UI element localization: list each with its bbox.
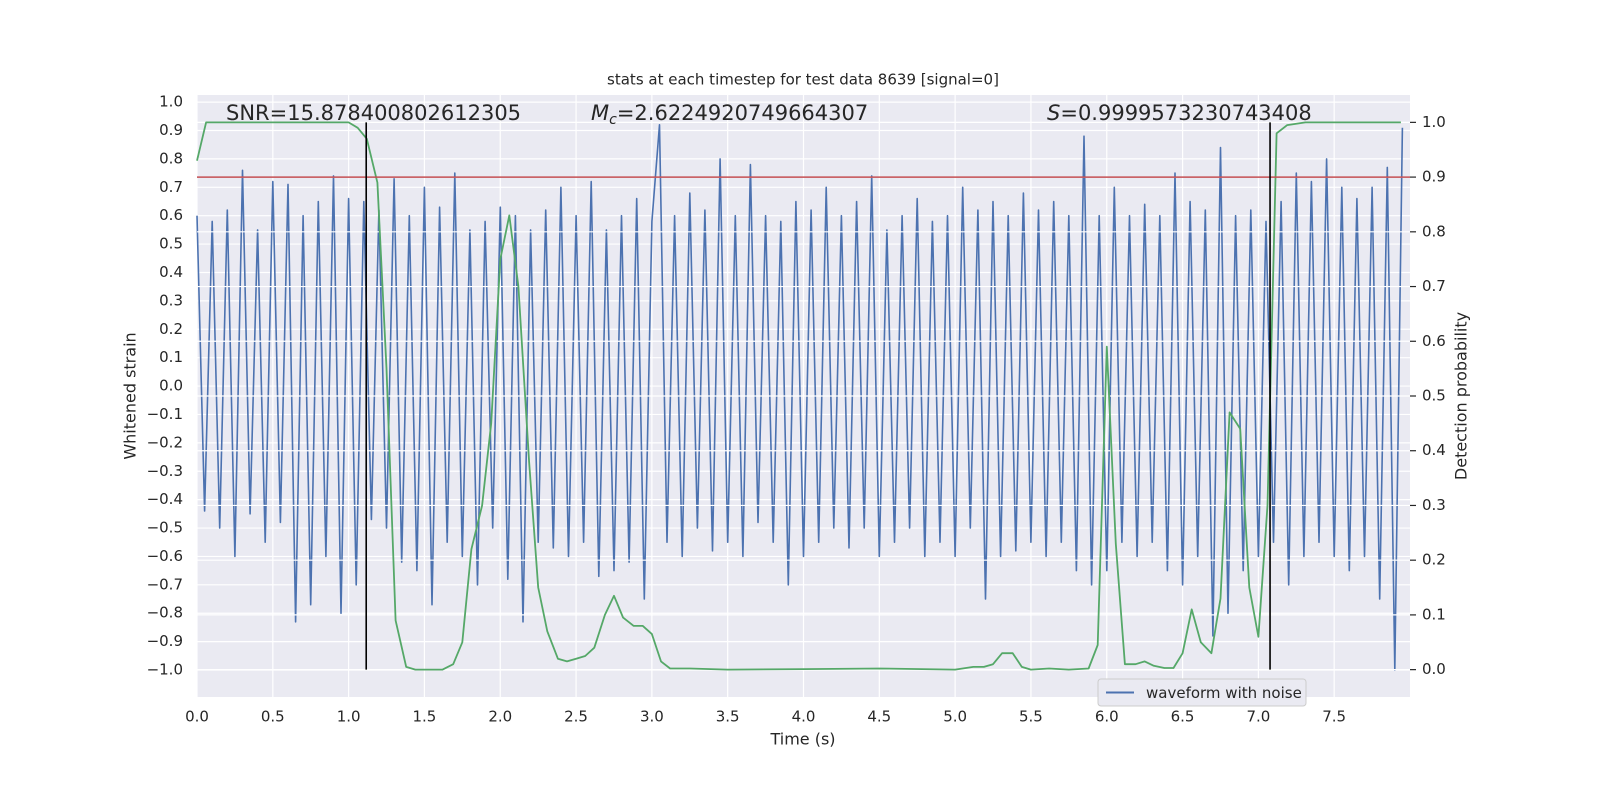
y2-tick-label: 0.9	[1422, 168, 1446, 186]
x-tick-label: 3.5	[716, 708, 740, 726]
y-tick-label: −0.8	[147, 604, 183, 622]
y-tick-label: −0.5	[147, 519, 183, 537]
x-tick-label: 7.0	[1246, 708, 1270, 726]
annotation: S=0.9999573230743408	[1047, 101, 1312, 125]
y2-tick-label: 0.8	[1422, 222, 1446, 240]
y-tick-label: 0.3	[159, 291, 183, 309]
annotation-part: c	[609, 112, 617, 128]
y-tick-label: 0.1	[159, 348, 183, 366]
y-tick-label: −0.2	[147, 433, 183, 451]
annotation: Mc=2.6224920749664307	[591, 101, 868, 128]
y2-axis-label: Detection probability	[1452, 312, 1471, 480]
y2-tick-label: 1.0	[1422, 113, 1446, 131]
ticks: 0.0 0.5 1.0 1.5 2.0 2.5 3.0 3.5 4.0 4.5 5.0 5.5 6.0 6…	[147, 93, 1446, 726]
x-tick-label: 2.5	[564, 708, 588, 726]
y-tick-label: −0.4	[147, 490, 183, 508]
y2-tick-label: 0.4	[1422, 441, 1446, 459]
annotation-part: =2.6224920749664307	[617, 101, 868, 125]
y-tick-label: 0.6	[159, 206, 183, 224]
annotation-part: SNR=15.878400802612305	[226, 101, 521, 125]
y2-tick-label: 0.7	[1422, 277, 1446, 295]
series-line	[196, 124, 1404, 671]
y2-tick-label: 0.1	[1422, 605, 1446, 623]
annotation-part: M	[591, 101, 609, 125]
y-tick-label: 1.0	[159, 93, 183, 111]
x-tick-label: 4.5	[867, 708, 891, 726]
x-tick-label: 3.0	[640, 708, 664, 726]
x-tick-label: 5.0	[943, 708, 967, 726]
y2-tick-label: 0.5	[1422, 387, 1446, 405]
annotation: SNR=15.878400802612305	[226, 101, 521, 125]
y-tick-label: −0.1	[147, 405, 183, 423]
x-tick-label: 1.5	[413, 708, 437, 726]
x-tick-label: 6.0	[1095, 708, 1119, 726]
y-axis-label: Whitened strain	[121, 332, 140, 459]
x-tick-label: 1.0	[337, 708, 361, 726]
y-tick-label: −0.9	[147, 632, 183, 650]
y-tick-label: −1.0	[147, 661, 183, 679]
y2-tick-label: 0.0	[1422, 660, 1446, 678]
y-tick-label: 0.7	[159, 178, 183, 196]
x-tick-label: 7.5	[1322, 708, 1346, 726]
x-tick-label: 0.0	[185, 708, 209, 726]
y-tick-label: −0.3	[147, 462, 183, 480]
x-tick-label: 2.0	[488, 708, 512, 726]
y-tick-label: 0.8	[159, 149, 183, 167]
x-tick-label: 0.5	[261, 708, 285, 726]
y-tick-label: −0.7	[147, 575, 183, 593]
y-tick-label: 0.5	[159, 235, 183, 253]
legend-label: waveform with noise	[1146, 684, 1302, 702]
series-line	[196, 121, 1401, 671]
y2-tick-label: 0.2	[1422, 551, 1446, 569]
x-tick-label: 4.0	[792, 708, 816, 726]
annotation-part: =0.9999573230743408	[1060, 101, 1311, 125]
y-tick-label: 0.0	[159, 377, 183, 395]
x-tick-label: 6.5	[1171, 708, 1195, 726]
x-tick-label: 5.5	[1019, 708, 1043, 726]
y2-tick-label: 0.3	[1422, 496, 1446, 514]
annotation-part: S	[1047, 101, 1060, 125]
y2-tick-label: 0.6	[1422, 332, 1446, 350]
chart-title: stats at each timestep for test data 863…	[607, 71, 999, 89]
y-tick-label: −0.6	[147, 547, 183, 565]
x-axis-label: Time (s)	[769, 730, 835, 749]
marks	[196, 121, 1410, 671]
y-tick-label: 0.2	[159, 320, 183, 338]
y-tick-label: 0.9	[159, 121, 183, 139]
legend-box	[1097, 678, 1307, 707]
y-tick-label: 0.4	[159, 263, 183, 281]
